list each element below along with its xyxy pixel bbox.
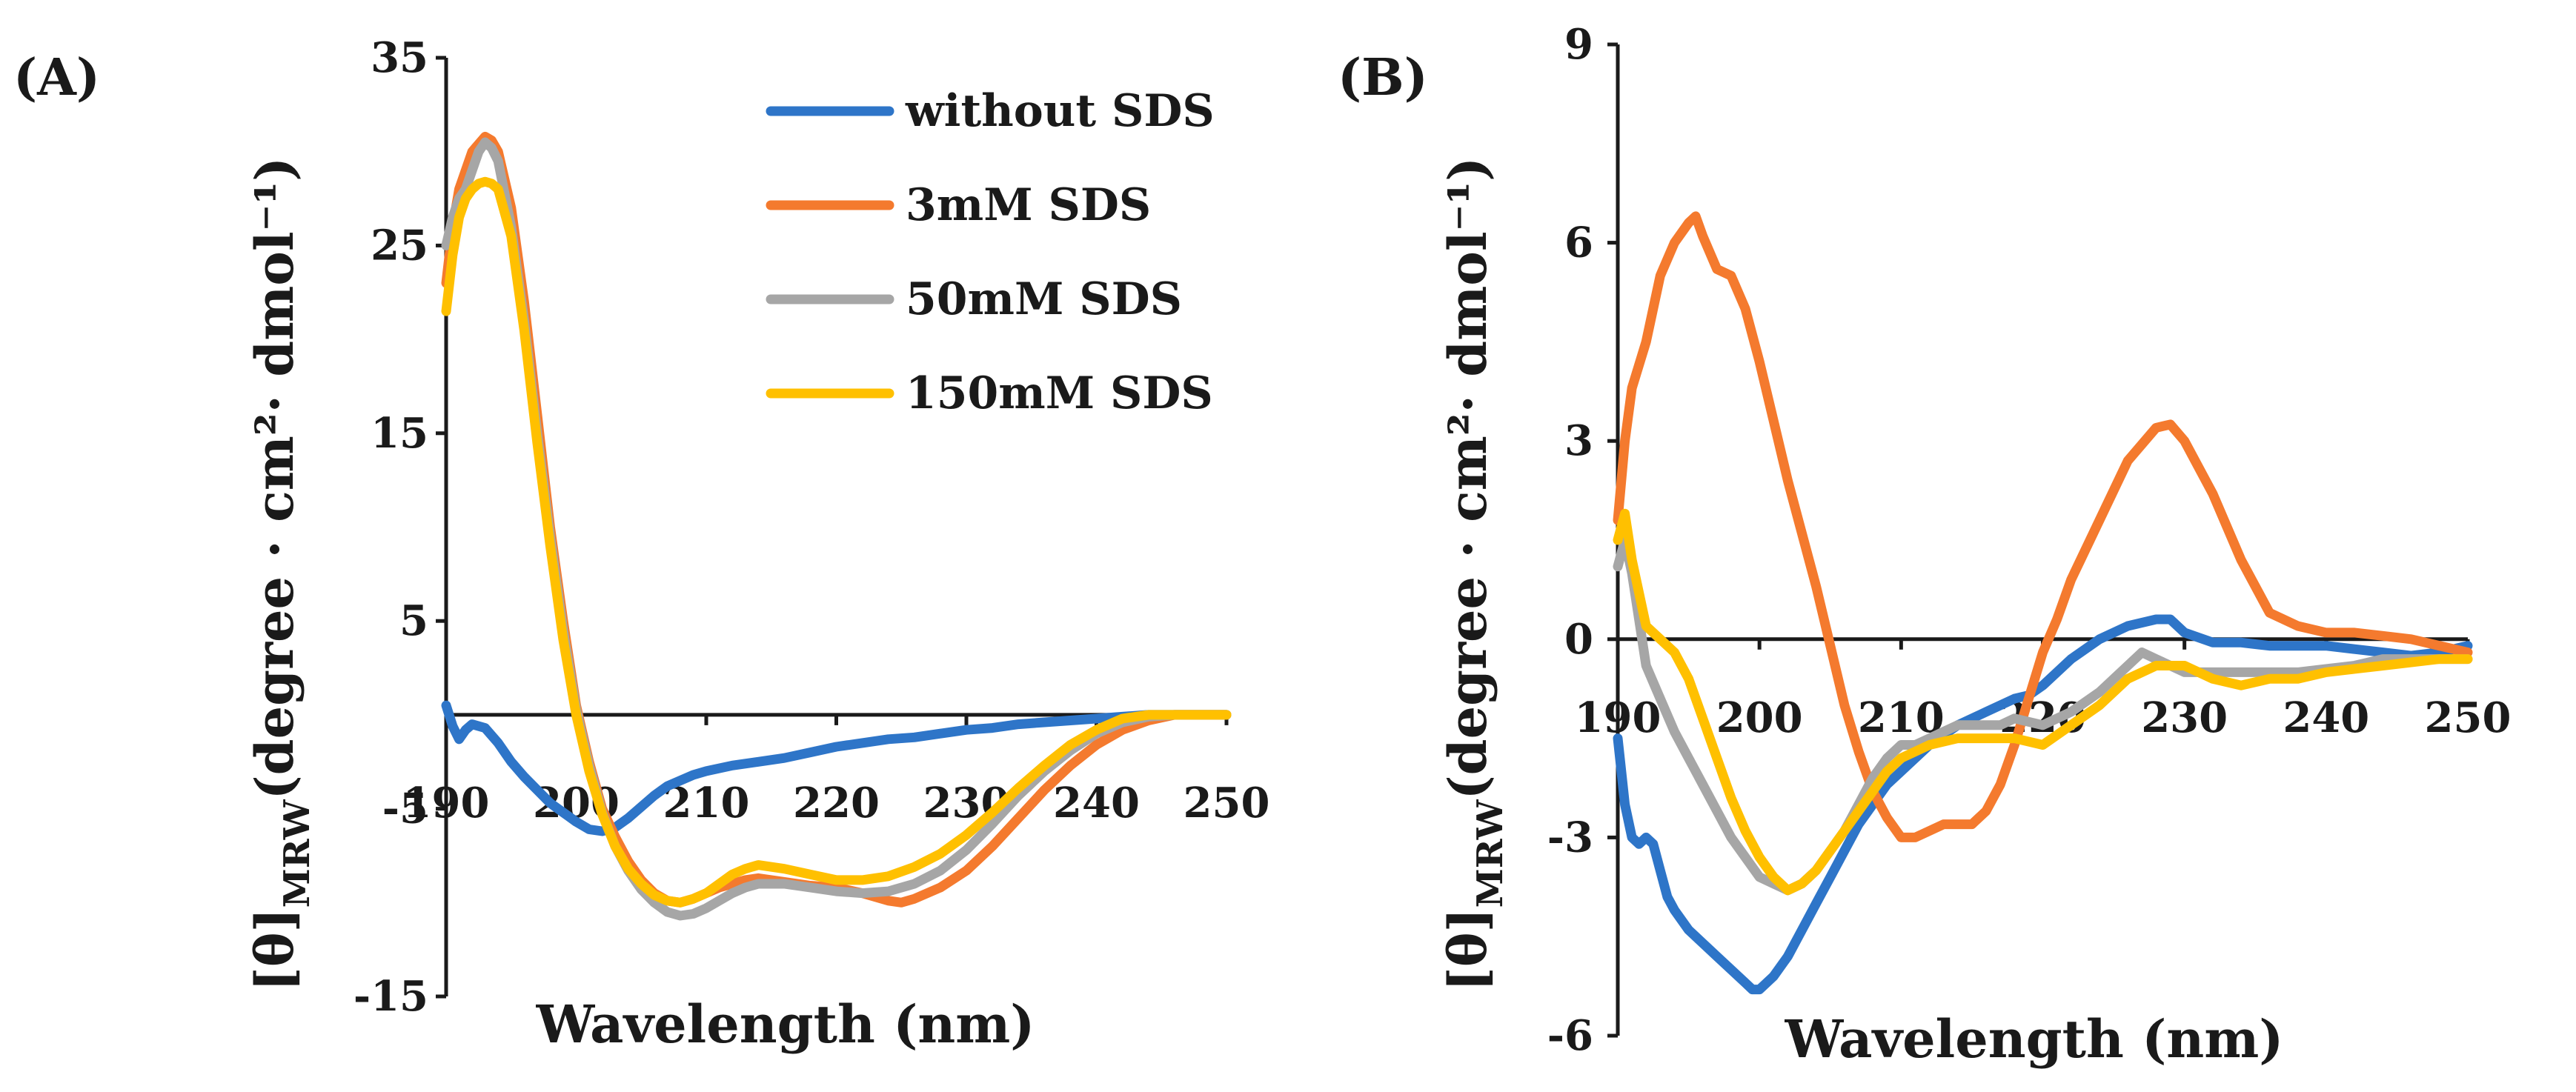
y-axis-symbol-a: [θ] <box>244 908 305 991</box>
series-line-a-without-sds <box>441 700 1232 836</box>
series-line-b-150mm-sds <box>1613 508 2473 896</box>
panel-label-b: (B) <box>1338 48 1428 107</box>
y-tick-label-b: 6 <box>1564 219 1593 267</box>
y-axis-symbol-b: [θ] <box>1437 908 1498 991</box>
y-axis-units-b: (degree · cm²· dmol⁻¹) <box>1437 157 1498 800</box>
x-axis-title-b: Wavelength (nm) <box>1785 1008 2284 1070</box>
y-axis-sub-a: MRW <box>276 799 318 908</box>
svg-text:[θ]MRW(degree · cm²· dmol⁻¹): [θ]MRW(degree · cm²· dmol⁻¹) <box>1437 157 1511 992</box>
y-tick-label-a: 15 <box>371 409 428 458</box>
legend-label-without-sds: without SDS <box>905 85 1215 137</box>
y-tick-label-a: 35 <box>371 33 428 82</box>
y-tick-label-a: 25 <box>371 221 428 270</box>
y-tick-label-b: 3 <box>1564 416 1593 465</box>
legend-label-150mm-sds: 150mM SDS <box>906 367 1213 419</box>
y-tick-label-b: -3 <box>1547 813 1593 862</box>
y-tick-label-a: -5 <box>382 785 428 833</box>
y-axis-title-b: [θ]MRW(degree · cm²· dmol⁻¹) <box>1437 157 1511 992</box>
x-tick-label-a: 240 <box>1053 779 1140 828</box>
y-tick-label-b: -6 <box>1547 1011 1593 1060</box>
x-tick-label-b: 250 <box>2425 693 2512 742</box>
x-tick-label-a: 220 <box>793 779 880 828</box>
x-tick-label-b: 200 <box>1716 693 1803 742</box>
y-tick-label-a: 5 <box>399 596 428 645</box>
svg-text:[θ]MRW(degree · cm²· dmol⁻¹): [θ]MRW(degree · cm²· dmol⁻¹) <box>244 157 318 992</box>
series-line-a-50mm-sds <box>441 137 1232 921</box>
legend-label-50mm-sds: 50mM SDS <box>906 273 1182 325</box>
y-tick-label-b: 9 <box>1564 20 1593 69</box>
panel-label-a: (A) <box>13 48 100 107</box>
x-tick-label-a: 250 <box>1184 779 1270 828</box>
series-line-b-3mm-sds <box>1613 211 2473 842</box>
x-axis-title-a: Wavelength (nm) <box>536 993 1035 1055</box>
y-axis-title-a: [θ]MRW(degree · cm²· dmol⁻¹) <box>244 157 318 992</box>
y-tick-label-b: 0 <box>1564 615 1593 664</box>
x-tick-label-b: 230 <box>2141 693 2228 742</box>
series-line-b-50mm-sds <box>1613 535 2473 896</box>
x-tick-label-b: 240 <box>2283 693 2369 742</box>
y-axis-units-a: (degree · cm²· dmol⁻¹) <box>244 157 305 800</box>
legend-label-3mm-sds: 3mM SDS <box>906 179 1151 231</box>
y-tick-label-a: -15 <box>353 972 428 1021</box>
x-tick-label-a: 190 <box>403 779 490 828</box>
y-axis-sub-b: MRW <box>1470 799 1511 908</box>
series-line-a-150mm-sds <box>441 176 1232 908</box>
